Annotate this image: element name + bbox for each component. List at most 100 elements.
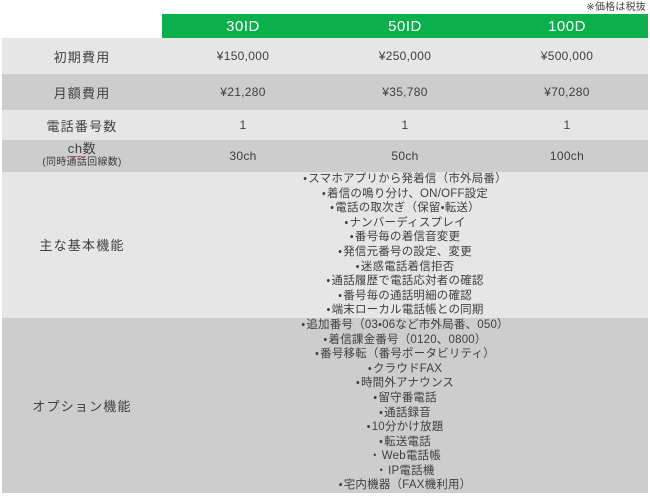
basic-feature-list: ・スマホアプリから発着信（市外局番） ・着信の鳴り分け、ON/OFF設定 ・電話… [162, 172, 648, 318]
list-item-label: 時間外アナウンス [360, 377, 455, 390]
row-label-initial-cost: 初期費用 [2, 38, 162, 74]
table-row: 初期費用 ¥150,000 ¥250,000 ¥500,000 [2, 38, 648, 74]
list-item: ・IP電話機 [162, 464, 648, 479]
plan-header-100d: 100D [486, 14, 648, 38]
row-label-channel-count-sub: (同時通話回線数) [42, 157, 122, 168]
list-item: ・電話の取次ぎ（保留・転送） [162, 201, 648, 216]
plan-header-50id: 50ID [324, 14, 486, 38]
list-item: ・宅内機器（FAX機利用） [162, 478, 648, 493]
list-item: ・留守番電話 [162, 391, 648, 406]
list-item: ・Web電話帳 [162, 449, 648, 464]
cell-initial-cost-100d: ¥500,000 [486, 38, 648, 74]
list-item: ・10分かけ放題 [162, 420, 648, 435]
list-item-label: 留守番電話 [378, 391, 437, 404]
list-item-label: スマホアプリから発着信（市外局番） [308, 173, 507, 185]
list-item: ・クラウドFAX [162, 362, 648, 377]
row-label-channel-count-main: ch数 [67, 141, 97, 157]
bullet-icon: ・ [326, 275, 331, 288]
row-label-basic-features: 主な基本機能 [2, 172, 162, 318]
cell-monthly-cost-100d: ¥70,280 [486, 74, 648, 110]
list-item-label: 番号移転（番号ポータビリティ） [320, 348, 495, 361]
list-item-label: クラウドFAX [372, 362, 443, 375]
bullet-icon: ・ [379, 435, 384, 448]
list-item-label: 番号毎の着信音変更 [354, 231, 461, 244]
pricing-table: 30ID 50ID 100D 初期費用 ¥150,000 ¥250,000 ¥5… [2, 14, 648, 494]
list-item: ・番号毎の着信音変更 [162, 230, 648, 245]
list-item-label: 通話録音 [384, 406, 431, 419]
list-item-label: IP電話機 [388, 464, 435, 477]
table-header: 30ID 50ID 100D [2, 14, 648, 38]
cell-phone-number-count-50id: 1 [324, 110, 486, 140]
table-row: オプション機能 ・追加番号（03・06など市外局番、050） ・着信課金番号（0… [2, 317, 648, 494]
list-item-label: 追加番号（03・06など市外局番、050） [306, 318, 509, 331]
bullet-icon: ・ [338, 289, 343, 302]
table-row: 電話番号数 1 1 1 [2, 110, 648, 140]
header-corner-cell [2, 14, 162, 38]
header-row: 30ID 50ID 100D [2, 14, 648, 38]
row-label-option-features: オプション機能 [2, 317, 162, 494]
list-item: ・番号毎の通話明細の確認 [162, 289, 648, 304]
bullet-icon: ・ [355, 260, 360, 273]
row-label-channel-count: ch数 (同時通話回線数) [2, 140, 162, 172]
list-item-label: 10分かけ放題 [371, 421, 444, 434]
bullet-icon: ・ [369, 450, 381, 463]
bullet-icon: ・ [373, 391, 378, 404]
cell-monthly-cost-50id: ¥35,780 [324, 74, 486, 110]
option-feature-list: ・追加番号（03・06など市外局番、050） ・着信課金番号（0120、0800… [162, 318, 648, 493]
bullet-icon: ・ [355, 377, 360, 390]
list-item: ・発信元番号の設定、変更 [162, 245, 648, 260]
list-item-label: 着信課金番号（0120、0800） [328, 333, 487, 346]
list-item: ・通話録音 [162, 406, 648, 421]
list-item-label: Web電話帳 [381, 450, 441, 463]
row-label-channel-count-suffix: 数 [82, 141, 97, 156]
cell-phone-number-count-30id: 1 [162, 110, 324, 140]
bullet-icon: ・ [303, 173, 308, 185]
table-row: ch数 (同時通話回線数) 30ch 50ch 100ch [2, 140, 648, 172]
bullet-icon: ・ [338, 479, 343, 492]
table-body: 初期費用 ¥150,000 ¥250,000 ¥500,000 月額費用 ¥21… [2, 38, 648, 494]
list-item-label: 転送電話 [384, 435, 431, 448]
cell-channel-count-100d: 100ch [486, 140, 648, 172]
bullet-icon: ・ [379, 406, 384, 419]
list-item: ・ナンバーディスプレイ [162, 216, 648, 231]
cell-option-features-list: ・追加番号（03・06など市外局番、050） ・着信課金番号（0120、0800… [162, 317, 648, 494]
cell-channel-count-30id: 30ch [162, 140, 324, 172]
list-item-label: 通話履歴で電話応対者の確認 [331, 275, 484, 288]
list-item-label: 迷惑電話着信拒否 [360, 260, 455, 273]
list-item-label: 電話の取次ぎ（保留・転送） [335, 202, 480, 215]
list-item: ・追加番号（03・06など市外局番、050） [162, 318, 648, 333]
bullet-icon: ・ [349, 231, 354, 244]
cell-phone-number-count-100d: 1 [486, 110, 648, 140]
list-item: ・スマホアプリから発着信（市外局番） [162, 172, 648, 187]
bullet-icon: ・ [330, 202, 335, 215]
bullet-icon: ・ [375, 464, 388, 477]
bullet-icon: ・ [326, 304, 331, 317]
bullet-icon: ・ [366, 421, 371, 434]
cell-monthly-cost-30id: ¥21,280 [162, 74, 324, 110]
list-item: ・転送電話 [162, 435, 648, 450]
cell-channel-count-50id: 50ch [324, 140, 486, 172]
list-item-label: 宅内機器（FAX機利用） [343, 479, 472, 492]
cell-initial-cost-50id: ¥250,000 [324, 38, 486, 74]
bullet-icon: ・ [301, 318, 306, 331]
list-item: ・時間外アナウンス [162, 376, 648, 391]
list-item-label: 端末ローカル電話帳との同期 [331, 304, 484, 317]
bullet-icon: ・ [315, 348, 320, 361]
cell-initial-cost-30id: ¥150,000 [162, 38, 324, 74]
bullet-icon: ・ [367, 362, 372, 375]
bullet-icon: ・ [344, 216, 349, 229]
bullet-icon: ・ [321, 187, 327, 200]
list-item: ・端末ローカル電話帳との同期 [162, 303, 648, 318]
spellcheck-underline-text: ch [67, 141, 83, 157]
list-item-label: 発信元番号の設定、変更 [343, 245, 472, 258]
plan-header-30id: 30ID [162, 14, 324, 38]
list-item-label: ナンバーディスプレイ [349, 216, 466, 229]
table-row: 月額費用 ¥21,280 ¥35,780 ¥70,280 [2, 74, 648, 110]
list-item: ・着信課金番号（0120、0800） [162, 333, 648, 348]
row-label-phone-number-count: 電話番号数 [2, 110, 162, 140]
bullet-icon: ・ [323, 333, 328, 346]
list-item-label: 着信の鳴り分け、ON/OFF設定 [327, 187, 489, 200]
list-item: ・通話履歴で電話応対者の確認 [162, 274, 648, 289]
list-item: ・番号移転（番号ポータビリティ） [162, 347, 648, 362]
